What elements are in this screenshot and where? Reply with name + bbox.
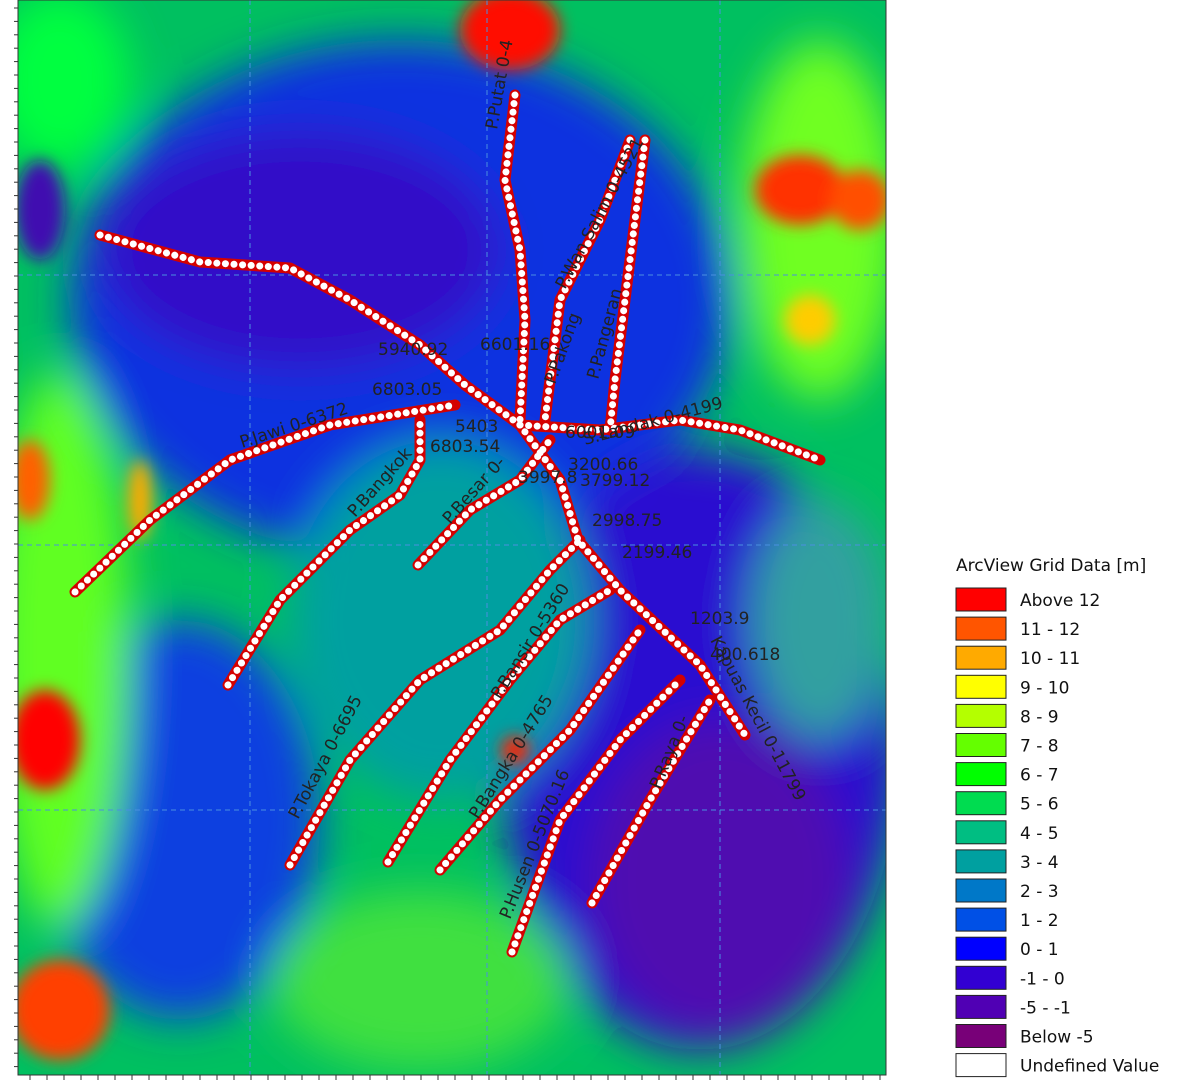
chainage-label: 3799.12 [580,471,650,491]
legend-swatch [956,734,1006,757]
legend-swatch [956,966,1006,989]
legend-label: 0 - 1 [1020,940,1059,960]
legend-label: -5 - -1 [1020,998,1071,1018]
legend-label: 5 - 6 [1020,795,1059,815]
legend-swatch [956,763,1006,786]
legend: ArcView Grid Data [m] Above 12 11 - 12 10 … [956,556,1159,1077]
legend-label: 2 - 3 [1020,882,1059,902]
legend-label: Below -5 [1020,1028,1094,1048]
chainage-label: 2199.46 [622,543,692,563]
chainage-label: 6001.09 [565,423,635,443]
legend-swatch [956,588,1006,611]
chainage-label: 5940.92 [378,340,448,360]
legend-label: 10 - 11 [1020,649,1080,669]
legend-label: 9 - 10 [1020,678,1069,698]
legend-label: -1 - 0 [1020,969,1065,989]
legend-swatch [956,675,1006,698]
legend-swatch [956,879,1006,902]
legend-label: 8 - 9 [1020,707,1059,727]
legend-swatch [956,821,1006,844]
legend-label: Above 12 [1020,591,1100,611]
chainage-label: 2998.75 [592,511,662,531]
legend-swatch [956,617,1006,640]
chainage-label: 6601.16 [480,335,550,355]
legend-swatch [956,850,1006,873]
legend-swatch [956,1054,1006,1077]
legend-label: 3 - 4 [1020,853,1059,873]
chainage-label: 1203.9 [690,609,749,629]
legend-label: 7 - 8 [1020,737,1059,757]
legend-swatch [956,1025,1006,1048]
legend-swatch [956,937,1006,960]
map-view: P.Putat 0-4 P.Wan Salim 0-4521 P.Pakong … [0,0,1203,1081]
legend-label: 1 - 2 [1020,911,1059,931]
chainage-label: 6803.05 [372,380,442,400]
legend-title: ArcView Grid Data [m] [956,556,1146,576]
legend-label: 6 - 7 [1020,766,1059,786]
legend-swatch [956,704,1006,727]
legend-label: 4 - 5 [1020,824,1059,844]
legend-label: 11 - 12 [1020,620,1080,640]
chainage-label: 400.618 [710,645,780,665]
legend-label: Undefined Value [1020,1057,1159,1077]
legend-swatch [956,646,1006,669]
chainage-label: 6803.54 [430,437,500,457]
chainage-label: 3997.8 [518,468,577,488]
chainage-label: 5403 [455,417,498,437]
legend-swatch [956,792,1006,815]
legend-swatch [956,908,1006,931]
legend-swatch [956,995,1006,1018]
